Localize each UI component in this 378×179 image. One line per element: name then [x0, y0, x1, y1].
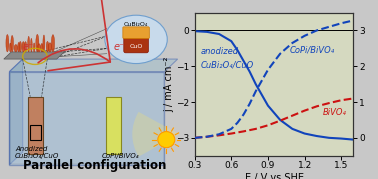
Ellipse shape — [25, 42, 26, 52]
Ellipse shape — [46, 41, 49, 52]
Text: CuBi₂O₄/CuO: CuBi₂O₄/CuO — [201, 61, 254, 70]
Ellipse shape — [41, 43, 43, 52]
Text: CuBi₂O₄: CuBi₂O₄ — [124, 22, 148, 27]
Ellipse shape — [105, 15, 167, 64]
Bar — [30, 125, 41, 140]
Ellipse shape — [6, 35, 9, 52]
Ellipse shape — [28, 36, 29, 52]
Ellipse shape — [11, 35, 14, 52]
Bar — [28, 97, 43, 154]
Wedge shape — [132, 112, 180, 157]
Polygon shape — [4, 52, 64, 59]
Text: Parallel configuration: Parallel configuration — [23, 159, 166, 172]
Ellipse shape — [9, 43, 11, 52]
Ellipse shape — [19, 42, 22, 52]
Text: e⁻: e⁻ — [23, 42, 34, 52]
Polygon shape — [9, 59, 178, 72]
Text: CoPi/BiVO₄: CoPi/BiVO₄ — [290, 46, 335, 55]
FancyBboxPatch shape — [9, 72, 164, 165]
Ellipse shape — [22, 42, 25, 52]
Ellipse shape — [43, 35, 45, 52]
Text: BiVO₄: BiVO₄ — [323, 108, 347, 117]
Ellipse shape — [33, 43, 35, 52]
Ellipse shape — [38, 44, 40, 52]
Ellipse shape — [158, 132, 175, 148]
Ellipse shape — [31, 38, 32, 52]
Ellipse shape — [36, 34, 39, 52]
Ellipse shape — [48, 43, 52, 52]
Bar — [11, 73, 163, 163]
Text: anodized: anodized — [201, 47, 239, 55]
Ellipse shape — [51, 35, 54, 52]
Y-axis label: j / mA cm⁻²: j / mA cm⁻² — [164, 56, 175, 112]
Bar — [106, 97, 121, 154]
Text: CuO: CuO — [129, 44, 143, 49]
Text: e⁻: e⁻ — [113, 42, 125, 52]
Ellipse shape — [18, 42, 20, 52]
X-axis label: E / V vs SHE: E / V vs SHE — [245, 173, 304, 179]
Ellipse shape — [14, 45, 17, 52]
FancyArrowPatch shape — [38, 0, 110, 71]
Text: CoPi/BiVO₄: CoPi/BiVO₄ — [102, 153, 139, 159]
Text: Anodized
CuBi₂O₄/CuO: Anodized CuBi₂O₄/CuO — [15, 146, 59, 159]
Polygon shape — [9, 59, 23, 165]
FancyBboxPatch shape — [123, 27, 149, 38]
FancyBboxPatch shape — [124, 31, 148, 53]
